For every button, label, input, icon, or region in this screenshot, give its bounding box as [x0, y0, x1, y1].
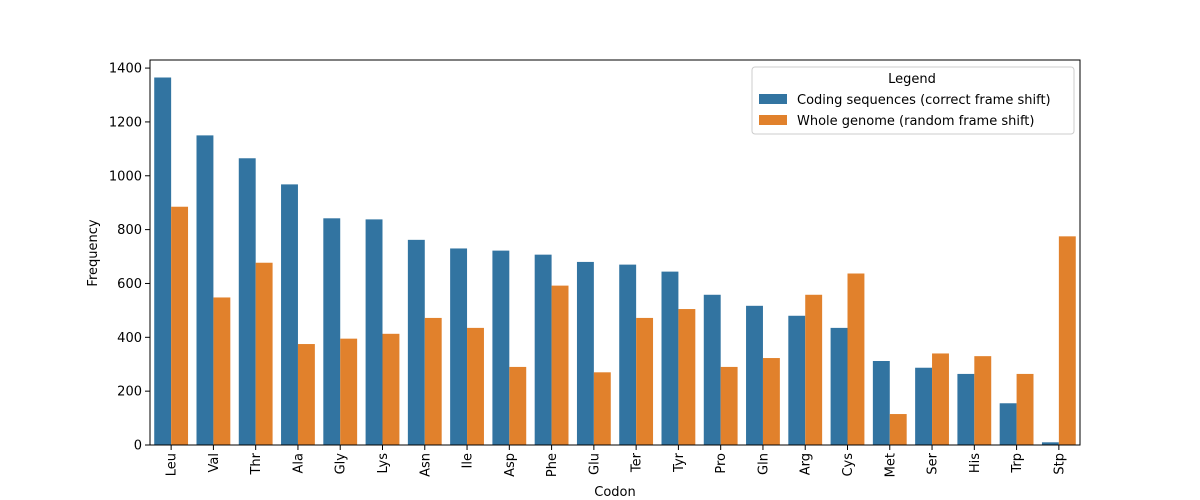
y-tick-label: 400 — [117, 331, 142, 346]
bar-series-1-ter — [636, 317, 654, 445]
bar-series-1-glu — [593, 372, 611, 445]
y-tick-label: 200 — [117, 385, 142, 400]
x-tick-label: Gly — [334, 453, 349, 475]
x-tick-label: Met — [883, 453, 898, 477]
x-tick-label: Trp — [1010, 453, 1025, 474]
legend-swatch-series-0 — [759, 94, 787, 104]
bar-series-0-ala — [281, 184, 298, 445]
axes-layer: 0 200 400 600 800 1000 1200 1400 Leu Val Thr Ala Gly… — [109, 59, 1081, 477]
bar-series-1-trp — [1016, 373, 1034, 445]
x-tick-label: Cys — [841, 453, 856, 477]
y-tick-label: 600 — [117, 277, 142, 292]
bar-series-1-cys — [847, 273, 865, 445]
x-tick-label: Leu — [165, 453, 180, 476]
bar-series-1-ala — [297, 344, 315, 445]
bar-series-0-cys — [830, 327, 848, 445]
bar-series-0-ile — [450, 248, 468, 445]
bar-series-0-phe — [534, 254, 552, 445]
plot-frame — [149, 59, 1081, 446]
bar-series-0-glu — [576, 261, 594, 445]
bar-series-0-leu — [154, 77, 172, 445]
bar-series-0-lys — [365, 219, 383, 445]
bar-series-1-pro — [720, 366, 738, 445]
x-tick-label: Stp — [1052, 453, 1067, 475]
legend-label-series-0: Coding sequences (correct frame shift) — [797, 93, 1051, 108]
bar-series-1-thr — [255, 262, 273, 445]
bar-series-0-arg — [788, 315, 806, 445]
x-tick-label: Asn — [418, 453, 433, 477]
y-tick-label: 1200 — [109, 115, 142, 130]
bar-series-0-gly — [323, 218, 341, 445]
bar-series-1-gly — [340, 338, 358, 445]
bar-series-1-tyr — [678, 309, 696, 445]
legend: Legend Coding sequences (correct frame s… — [751, 66, 1075, 135]
bar-series-1-phe — [551, 285, 569, 445]
x-tick-label: Val — [207, 453, 222, 472]
bar-series-0-ter — [619, 264, 637, 445]
x-tick-label: Phe — [545, 453, 560, 477]
bar-series-0-thr — [238, 158, 256, 445]
x-tick-label: Ala — [291, 453, 306, 473]
bar-series-0-gln — [746, 305, 763, 445]
bar-series-1-arg — [805, 294, 823, 445]
bar-series-0-asp — [492, 250, 510, 445]
bar-series-1-ser — [932, 353, 949, 445]
bar-series-0-met — [872, 361, 890, 445]
x-axis-title: Codon — [594, 485, 635, 500]
x-tick-label: Lys — [376, 453, 391, 474]
bar-series-0-ser — [915, 367, 933, 445]
x-tick-label: Tyr — [672, 452, 687, 473]
x-tick-label: Pro — [714, 453, 729, 474]
bar-series-0-his — [957, 373, 975, 445]
x-tick-label: His — [968, 453, 983, 473]
x-tick-label: Ter — [630, 452, 645, 473]
bar-series-1-gln — [762, 358, 780, 445]
bar-series-0-trp — [999, 403, 1017, 445]
bar-series-1-lys — [382, 333, 400, 445]
y-tick-label: 1400 — [109, 62, 142, 77]
bar-series-1-val — [213, 297, 231, 445]
legend-title: Legend — [888, 72, 936, 87]
legend-frame — [751, 66, 1075, 135]
bar-series-0-tyr — [661, 271, 679, 445]
x-tick-label: Asp — [503, 453, 518, 477]
bar-series-1-met — [889, 414, 907, 445]
bar-series-1-stp — [1058, 236, 1076, 445]
y-tick-label: 1000 — [109, 169, 142, 184]
x-tick-label: Ile — [461, 453, 476, 468]
bar-series-0-stp — [1041, 442, 1059, 445]
bar-series-1-asn — [424, 317, 442, 445]
x-tick-label: Ser — [926, 452, 941, 474]
bars-layer — [154, 77, 1076, 445]
x-tick-label: Glu — [587, 453, 602, 475]
y-tick-label: 800 — [117, 223, 142, 238]
bar-series-1-ile — [467, 327, 484, 445]
bar-series-1-asp — [509, 366, 527, 445]
bar-series-1-his — [974, 356, 992, 445]
legend-label-series-1: Whole genome (random frame shift) — [797, 114, 1034, 129]
bar-series-0-val — [196, 135, 214, 445]
x-tick-label: Arg — [799, 453, 814, 475]
legend-swatch-series-1 — [759, 115, 787, 125]
x-tick-label: Thr — [249, 452, 264, 475]
x-tick-label: Gln — [756, 453, 771, 475]
y-axis-title: Frequency — [86, 219, 101, 286]
bar-series-0-pro — [703, 294, 721, 445]
bar-series-0-asn — [407, 239, 425, 445]
bar-series-1-leu — [171, 206, 189, 445]
y-tick-label: 0 — [134, 439, 142, 454]
